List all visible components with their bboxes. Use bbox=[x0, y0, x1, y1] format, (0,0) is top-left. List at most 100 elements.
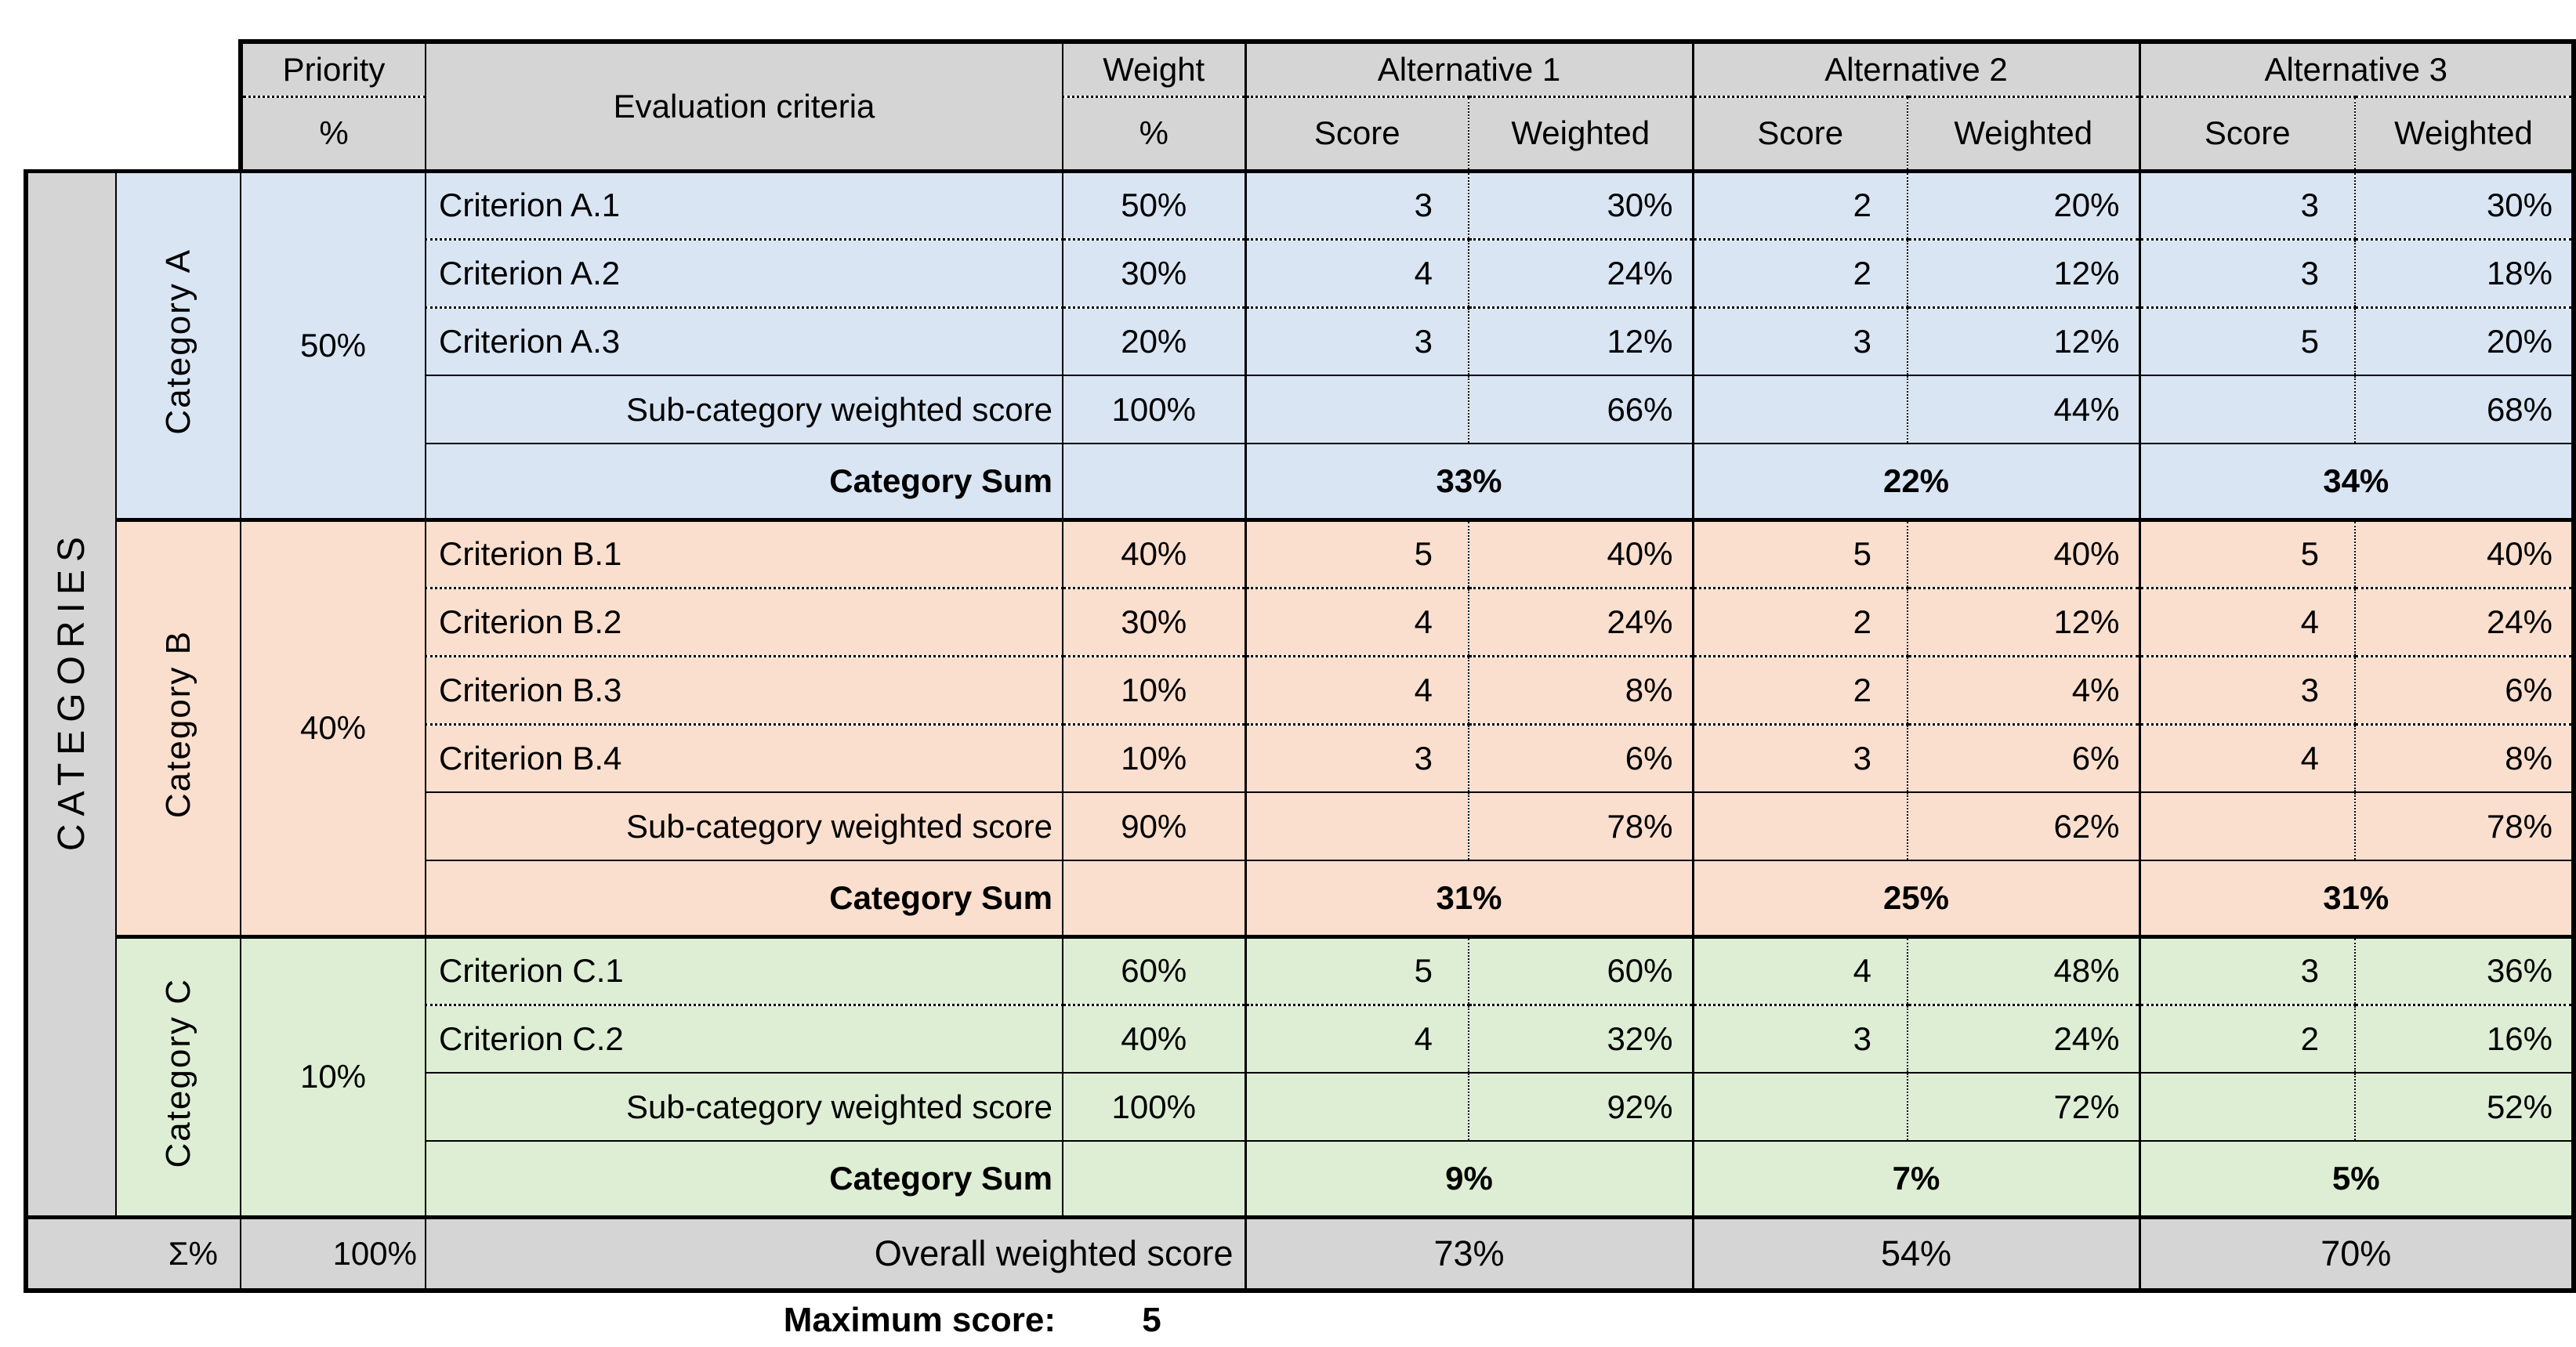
score-cell: 5 bbox=[2138, 306, 2355, 376]
weight-cell: 40% bbox=[1062, 1003, 1246, 1074]
criterion-row: Criterion A.3 20% 3 12% 3 12% 5 20% bbox=[26, 306, 2576, 376]
subtotal-weighted: 62% bbox=[1907, 791, 2140, 861]
score-cell: 3 bbox=[2138, 934, 2355, 1005]
category-sum-row: Category Sum 31% 25% 31% bbox=[26, 860, 2576, 937]
score-cell-empty bbox=[1691, 1072, 1908, 1142]
subtotal-label: Sub-category weighted score bbox=[425, 375, 1063, 444]
score-cell-empty bbox=[1691, 791, 1908, 861]
category-c-label: Category C bbox=[158, 977, 197, 1168]
overall-value: 73% bbox=[1244, 1215, 1694, 1293]
criteria-header: Evaluation criteria bbox=[425, 39, 1063, 172]
weight-cell-empty bbox=[1062, 443, 1246, 520]
header-blank-corner bbox=[26, 96, 241, 171]
header-row-2: % % Score Weighted Score Weighted Score … bbox=[26, 95, 2576, 172]
score-cell: 2 bbox=[1691, 654, 1908, 725]
criterion-label: Criterion B.4 bbox=[425, 722, 1063, 793]
score-cell: 3 bbox=[2138, 237, 2355, 308]
subtotal-weight: 90% bbox=[1062, 791, 1246, 861]
score-cell: 4 bbox=[2138, 722, 2355, 793]
evaluation-matrix-table: Priority Evaluation criteria Weight Alte… bbox=[24, 39, 2576, 1293]
criterion-label: Criterion C.1 bbox=[425, 934, 1063, 1005]
criterion-label: Criterion A.1 bbox=[425, 168, 1063, 240]
criterion-label: Criterion A.2 bbox=[425, 237, 1063, 308]
weighted-header: Weighted bbox=[1468, 95, 1694, 172]
alternative-2-header: Alternative 2 bbox=[1691, 39, 2140, 97]
weighted-cell: 40% bbox=[1468, 517, 1694, 588]
alternative-3-header: Alternative 3 bbox=[2138, 39, 2576, 97]
score-cell-empty bbox=[1244, 791, 1469, 861]
weighted-cell: 40% bbox=[2354, 517, 2576, 588]
criterion-row: CATEGORIES Category A 50% Criterion A.1 … bbox=[24, 168, 2576, 1218]
score-cell: 4 bbox=[1244, 654, 1469, 725]
weighted-cell: 4% bbox=[1907, 654, 2140, 725]
criterion-row: Criterion C.2 40% 4 32% 3 24% 2 16% bbox=[26, 1003, 2576, 1074]
category-sum-value: 31% bbox=[2138, 860, 2576, 937]
alternative-1-header: Alternative 1 bbox=[1244, 39, 1694, 97]
score-cell: 5 bbox=[1244, 934, 1469, 1005]
weight-cell: 20% bbox=[1062, 306, 1246, 376]
category-a-label-cell: Category A bbox=[115, 168, 241, 520]
weighted-header: Weighted bbox=[2354, 95, 2576, 172]
weight-cell-empty bbox=[1062, 860, 1246, 937]
category-sum-label: Category Sum bbox=[425, 1140, 1063, 1218]
score-header: Score bbox=[2138, 95, 2355, 172]
category-a-label: Category A bbox=[158, 248, 197, 435]
weighted-cell: 40% bbox=[1907, 517, 2140, 588]
criterion-label: Criterion C.2 bbox=[425, 1003, 1063, 1074]
weight-pct-header: % bbox=[1062, 95, 1246, 172]
weighted-cell: 12% bbox=[1907, 586, 2140, 657]
score-cell: 5 bbox=[2138, 517, 2355, 588]
score-cell: 4 bbox=[2138, 586, 2355, 657]
maximum-score-value: 5 bbox=[1142, 1301, 1161, 1339]
subtotal-weighted: 66% bbox=[1468, 375, 1694, 444]
score-cell: 3 bbox=[1691, 1003, 1908, 1074]
weighted-cell: 20% bbox=[1907, 168, 2140, 240]
weighted-cell: 24% bbox=[2354, 586, 2576, 657]
score-header: Score bbox=[1244, 95, 1469, 172]
weight-header: Weight bbox=[1062, 39, 1246, 97]
category-sum-value: 34% bbox=[2138, 443, 2576, 520]
score-cell: 4 bbox=[1691, 934, 1908, 1005]
weighted-cell: 32% bbox=[1468, 1003, 1694, 1074]
category-c-priority: 10% bbox=[240, 934, 426, 1218]
subtotal-label: Sub-category weighted score bbox=[425, 791, 1063, 861]
score-cell-empty bbox=[2138, 791, 2355, 861]
score-cell: 3 bbox=[1691, 306, 1908, 376]
weight-cell: 30% bbox=[1062, 237, 1246, 308]
score-cell: 5 bbox=[1244, 517, 1469, 588]
subtotal-weighted: 44% bbox=[1907, 375, 2140, 444]
score-cell: 3 bbox=[1244, 306, 1469, 376]
weight-cell: 50% bbox=[1062, 168, 1246, 240]
category-b-priority: 40% bbox=[240, 517, 426, 937]
weighted-cell: 60% bbox=[1468, 934, 1694, 1005]
weight-cell: 10% bbox=[1062, 722, 1246, 793]
weight-cell: 10% bbox=[1062, 654, 1246, 725]
category-a-priority: 50% bbox=[240, 168, 426, 520]
score-cell: 4 bbox=[1244, 1003, 1469, 1074]
category-sum-value: 33% bbox=[1244, 443, 1694, 520]
criterion-row: Category B 40% Criterion B.1 40% 5 40% 5… bbox=[26, 517, 2576, 937]
weight-cell: 60% bbox=[1062, 934, 1246, 1005]
subtotal-weight: 100% bbox=[1062, 1072, 1246, 1142]
category-b-label: Category B bbox=[158, 629, 197, 819]
score-cell: 2 bbox=[1691, 586, 1908, 657]
overall-value: 54% bbox=[1691, 1215, 2140, 1293]
weighted-cell: 24% bbox=[1468, 237, 1694, 308]
score-cell-empty bbox=[1691, 375, 1908, 444]
subtotal-row: Sub-category weighted score 100% 92% 72%… bbox=[26, 1072, 2576, 1142]
weighted-cell: 8% bbox=[2354, 722, 2576, 793]
weight-cell: 30% bbox=[1062, 586, 1246, 657]
overall-value: 70% bbox=[2138, 1215, 2576, 1293]
score-cell: 4 bbox=[1244, 586, 1469, 657]
overall-label: Overall weighted score bbox=[425, 1215, 1246, 1293]
subtotal-row: Sub-category weighted score 90% 78% 62% … bbox=[26, 791, 2576, 861]
category-sum-row: Category Sum 9% 7% 5% bbox=[26, 1140, 2576, 1218]
weighted-cell: 6% bbox=[1468, 722, 1694, 793]
criterion-label: Criterion B.3 bbox=[425, 654, 1063, 725]
weighted-cell: 8% bbox=[1468, 654, 1694, 725]
category-b-label-cell: Category B bbox=[115, 517, 241, 937]
category-sum-value: 9% bbox=[1244, 1140, 1694, 1218]
criterion-row: Criterion B.4 10% 3 6% 3 6% 4 8% bbox=[26, 722, 2576, 793]
subtotal-row: Sub-category weighted score 100% 66% 44%… bbox=[26, 375, 2576, 444]
header-blank-corner bbox=[26, 42, 241, 96]
